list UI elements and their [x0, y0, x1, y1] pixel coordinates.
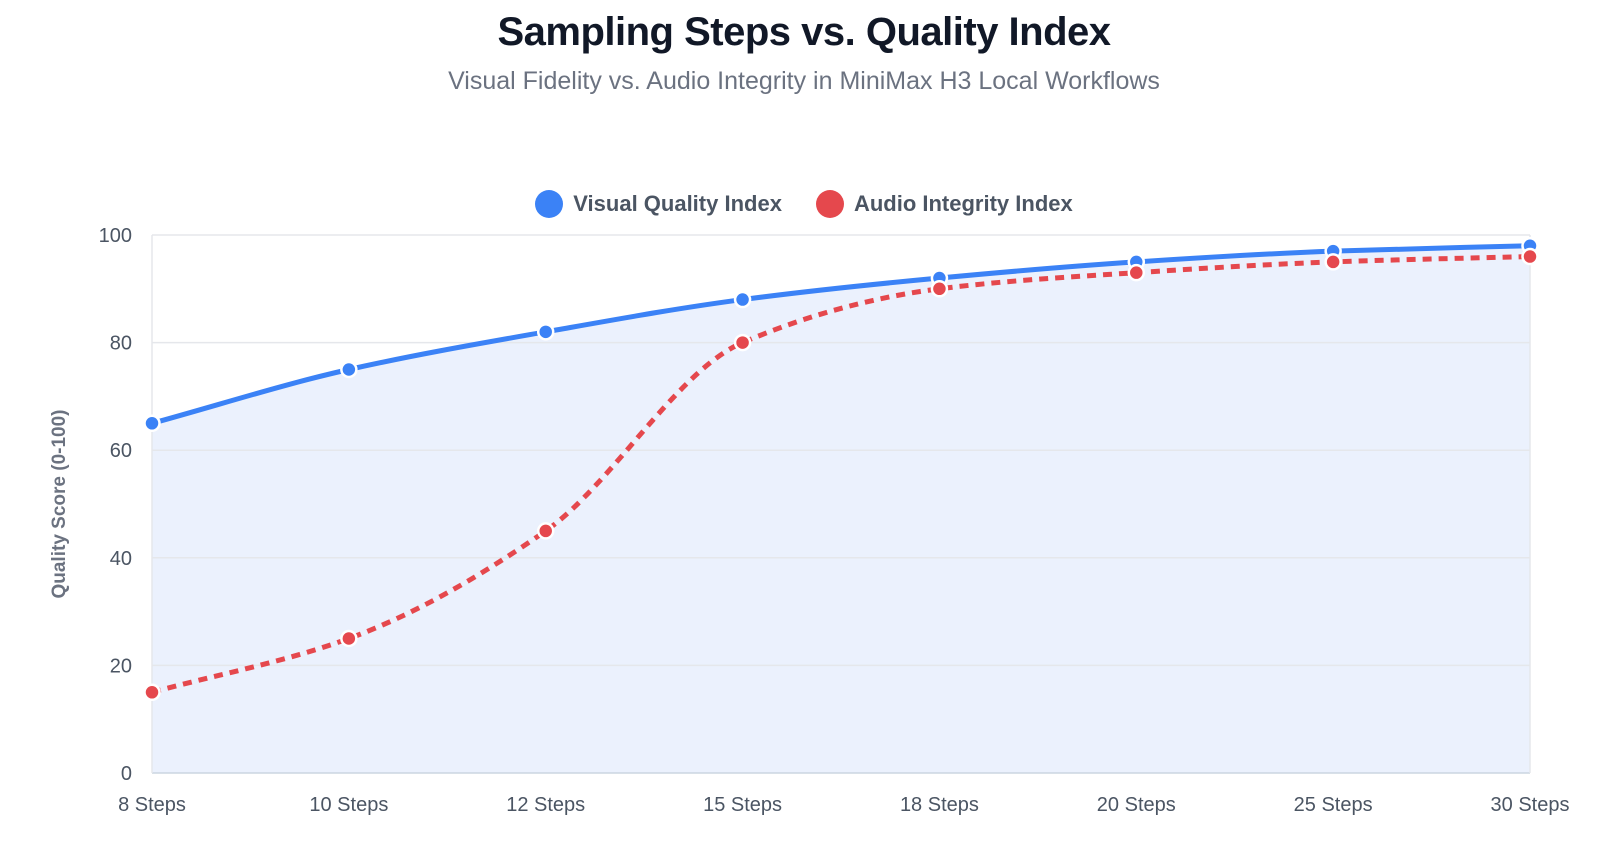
legend-item-visual-quality[interactable]: Visual Quality Index	[535, 190, 782, 218]
y-axis-title: Quality Score (0-100)	[49, 409, 70, 598]
chart-subtitle: Visual Fidelity vs. Audio Integrity in M…	[448, 67, 1160, 95]
x-tick-label: 8 Steps	[118, 794, 186, 816]
y-tick-label-40: 40	[110, 548, 132, 570]
audio-integrity-point[interactable]	[536, 522, 555, 540]
visual-quality-point[interactable]	[143, 414, 161, 433]
legend-item-audio-integrity[interactable]: Audio Integrity Index	[815, 190, 1073, 218]
visual-quality-line	[151, 243, 1531, 426]
x-tick-label: 10 Steps	[309, 794, 388, 816]
visual-quality-point[interactable]	[340, 360, 358, 379]
chart-legend: Visual Quality Index Audio Integrity Ind…	[0, 188, 1608, 220]
y-tick-label-100: 100	[99, 225, 132, 247]
audio-integrity-point[interactable]	[1324, 253, 1342, 271]
x-tick-label: 18 Steps	[900, 794, 979, 816]
x-tick-label: 25 Steps	[1294, 794, 1373, 816]
x-tick-label: 30 Steps	[1491, 794, 1570, 816]
y-tick-label-0: 0	[121, 763, 132, 785]
chart-title: Sampling Steps vs. Quality Index	[497, 10, 1111, 54]
audio-integrity-line	[151, 254, 1531, 695]
audio-integrity-point[interactable]	[1127, 263, 1146, 282]
y-tick-label-80: 80	[110, 333, 132, 355]
visual-quality-point[interactable]	[536, 323, 555, 341]
legend-label-audio-integrity: Audio Integrity Index	[853, 191, 1073, 216]
legend-swatch-audio-integrity	[815, 190, 844, 218]
legend-label-visual-quality: Visual Quality Index	[573, 191, 782, 216]
audio-integrity-point[interactable]	[340, 629, 358, 648]
x-tick-label: 15 Steps	[703, 794, 782, 816]
visual-quality-point[interactable]	[733, 290, 752, 309]
x-tick-label: 20 Steps	[1097, 794, 1176, 816]
audio-integrity-point[interactable]	[930, 280, 949, 298]
y-tick-label-60: 60	[110, 440, 132, 462]
y-tick-label-20: 20	[110, 655, 132, 677]
visual-quality-area	[152, 245, 1530, 773]
audio-integrity-point[interactable]	[1521, 247, 1539, 266]
audio-integrity-point[interactable]	[143, 683, 161, 702]
x-tick-label: 12 Steps	[506, 794, 585, 816]
legend-swatch-visual-quality	[535, 190, 564, 218]
audio-integrity-point[interactable]	[733, 333, 752, 352]
